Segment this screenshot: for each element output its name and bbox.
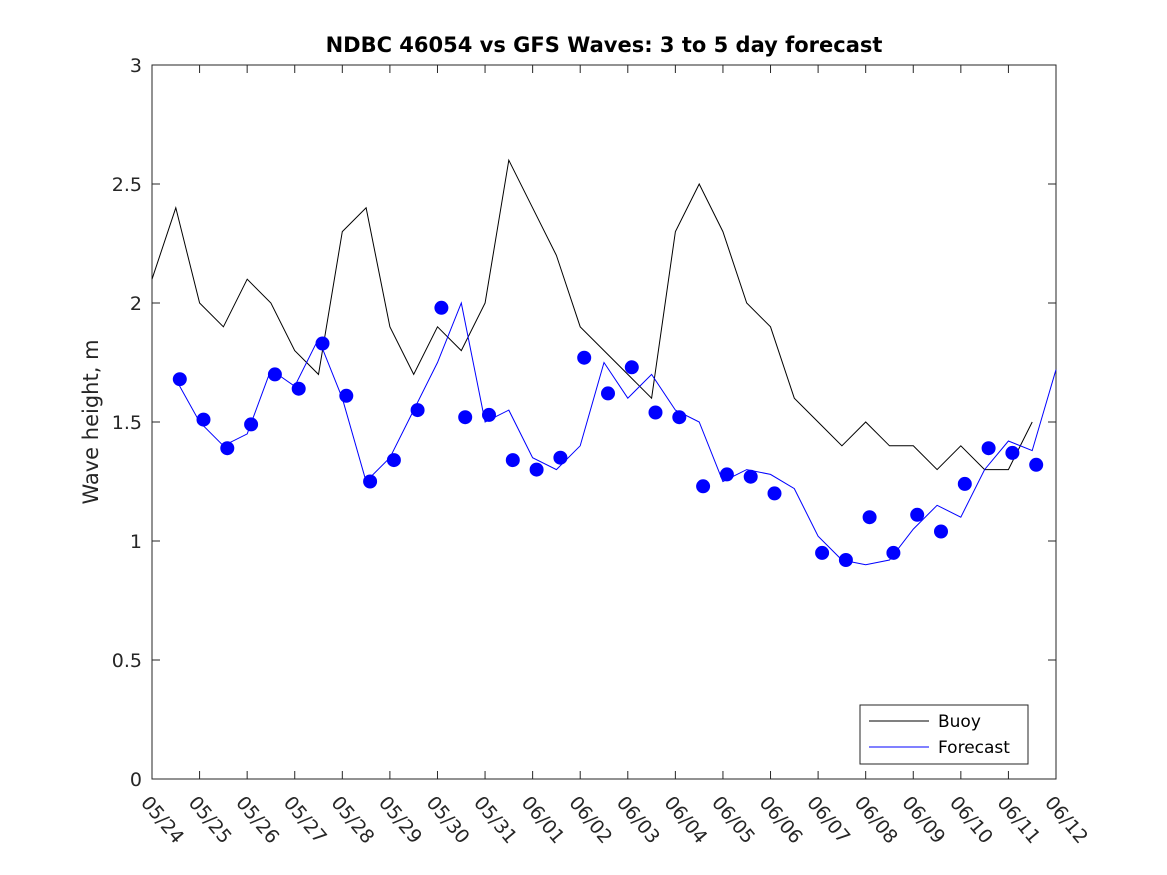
forecast-point (292, 382, 305, 395)
forecast-point (387, 454, 400, 467)
forecast-point (816, 546, 829, 559)
y-tick-label: 1.5 (112, 412, 142, 434)
forecast-point (673, 411, 686, 424)
forecast-point (506, 454, 519, 467)
forecast-point (173, 373, 186, 386)
forecast-point (530, 463, 543, 476)
plot-area (152, 65, 1056, 779)
forecast-point (720, 468, 733, 481)
forecast-point (744, 470, 757, 483)
forecast-point (863, 511, 876, 524)
forecast-point (1030, 458, 1043, 471)
forecast-point (887, 546, 900, 559)
forecast-point (435, 301, 448, 314)
legend-label-forecast: Forecast (938, 738, 1010, 758)
forecast-point (364, 475, 377, 488)
forecast-point (411, 404, 424, 417)
y-tick-label: 0.5 (112, 650, 142, 672)
legend-label-buoy: Buoy (938, 712, 981, 732)
forecast-point (911, 508, 924, 521)
y-axis-label: Wave height, m (79, 339, 103, 504)
forecast-point (554, 451, 567, 464)
forecast-point (1006, 446, 1019, 459)
forecast-point (268, 368, 281, 381)
forecast-point (697, 480, 710, 493)
y-tick-label: 3 (130, 55, 142, 77)
forecast-point (221, 442, 234, 455)
chart: 05/2405/2505/2605/2705/2805/2905/3005/31… (0, 0, 1167, 875)
forecast-point (340, 389, 353, 402)
y-tick-label: 0 (130, 769, 142, 791)
y-tick-label: 2 (130, 293, 142, 315)
legend[interactable]: Buoy Forecast (860, 705, 1028, 764)
forecast-point (578, 351, 591, 364)
forecast-point (483, 408, 496, 421)
forecast-point (245, 418, 258, 431)
y-tick-label: 1 (130, 531, 142, 553)
forecast-point (602, 387, 615, 400)
forecast-point (768, 487, 781, 500)
chart-title: NDBC 46054 vs GFS Waves: 3 to 5 day fore… (326, 33, 883, 57)
forecast-point (625, 361, 638, 374)
y-tick-label: 2.5 (112, 174, 142, 196)
forecast-point (316, 337, 329, 350)
forecast-point (958, 477, 971, 490)
forecast-point (935, 525, 948, 538)
forecast-point (197, 413, 210, 426)
forecast-point (839, 554, 852, 567)
axes-box (152, 65, 1056, 779)
forecast-point (982, 442, 995, 455)
forecast-point (459, 411, 472, 424)
forecast-point (649, 406, 662, 419)
